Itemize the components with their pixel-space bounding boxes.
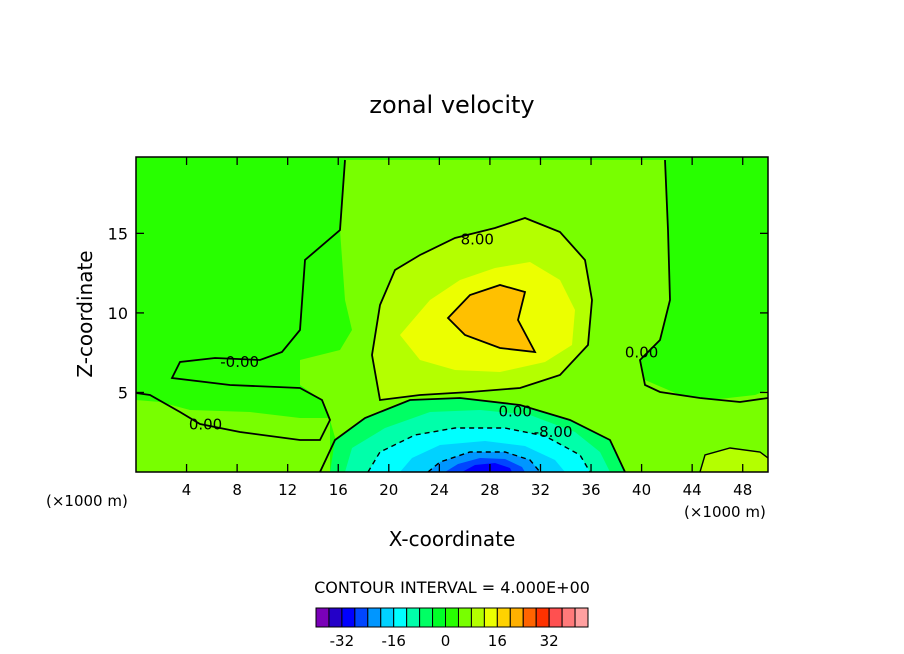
colorbar-box-2	[341, 607, 356, 628]
x-tick-label-1: 8	[232, 481, 242, 499]
contour-interval-text: CONTOUR INTERVAL = 4.000E+00	[314, 578, 590, 597]
chart-title: zonal velocity	[369, 91, 534, 119]
contour-label-4: 0.00	[498, 403, 531, 421]
colorbar-box-0	[315, 607, 330, 628]
contour-neg-16	[427, 451, 541, 472]
colorbar-box-18	[548, 607, 563, 628]
contour-zero-lower	[319, 397, 626, 472]
colorbar	[315, 607, 589, 628]
x-tick-label-5: 24	[430, 481, 449, 499]
colorbar-box-3	[354, 607, 369, 628]
x-tick-label-11: 48	[733, 481, 752, 499]
colorbar-box-12	[470, 607, 485, 628]
contour-label-0: 8.00	[461, 231, 494, 249]
y-tick-label-2: 15	[108, 224, 128, 243]
x-tick-label-7: 32	[531, 481, 550, 499]
contour-label-1: -0.00	[220, 353, 259, 371]
contour-label-2: 0.00	[189, 415, 222, 433]
colorbar-tick-label-0: -32	[330, 632, 355, 650]
colorbar-box-9	[432, 607, 447, 628]
contour-8	[371, 217, 593, 401]
colorbar-tick-label-3: 16	[488, 632, 507, 650]
contour-label-5: -8.00	[534, 423, 573, 441]
region-right-bottom	[700, 448, 768, 472]
x-tick-label-9: 40	[632, 481, 651, 499]
region-lowerleft-4-to-8	[136, 400, 330, 472]
colorbar-tick-label-4: 32	[540, 632, 559, 650]
colorbar-box-16	[522, 607, 537, 628]
x-tick-label-8: 36	[581, 481, 600, 499]
contour-16	[446, 284, 537, 354]
x-axis-ticks: 4 8 12 16 20 24 28 32 36 40 44 48	[182, 157, 752, 499]
y-axis-label: Z-coordinate	[73, 250, 97, 377]
colorbar-tick-label-1: -16	[381, 632, 406, 650]
x-unit-left: (×1000 m)	[46, 492, 128, 510]
contour-neg-8	[367, 427, 591, 472]
y-tick-label-0: 5	[118, 383, 128, 402]
y-tick-label-1: 10	[108, 304, 128, 323]
x-tick-label-3: 16	[329, 481, 348, 499]
contour-zero-right	[639, 159, 768, 403]
colorbar-box-19	[561, 607, 576, 628]
plot-frame	[135, 156, 769, 473]
colorbar-box-5	[380, 607, 395, 628]
colorbar-box-15	[509, 607, 524, 628]
x-tick-label-10: 44	[683, 481, 702, 499]
x-tick-label-4: 20	[379, 481, 398, 499]
colorbar-box-17	[535, 607, 550, 628]
x-axis-label: X-coordinate	[389, 527, 516, 551]
x-tick-label-6: 28	[480, 481, 499, 499]
y-axis-ticks: 5 10 15	[108, 224, 768, 402]
colorbar-box-8	[419, 607, 434, 628]
contour-zero-left	[136, 159, 346, 441]
colorbar-box-7	[406, 607, 421, 628]
contour-labels: 8.00-0.000.000.000.00-8.00	[189, 231, 658, 441]
region-neg-6	[462, 463, 512, 472]
colorbar-box-13	[483, 607, 498, 628]
x-unit-right: (×1000 m)	[684, 503, 766, 521]
colorbar-box-14	[496, 607, 511, 628]
colorbar-box-1	[328, 607, 343, 628]
colorbar-box-6	[393, 607, 408, 628]
colorbar-box-4	[367, 607, 382, 628]
colorbar-labels: -32 -16 0 16 32	[330, 632, 559, 650]
x-tick-label-0: 4	[182, 481, 192, 499]
region-16-to-20	[448, 285, 535, 352]
colorbar-box-11	[457, 607, 472, 628]
contour-right-bottom	[699, 447, 768, 472]
colorbar-box-10	[445, 607, 459, 628]
colorbar-tick-label-2: 0	[441, 632, 451, 650]
plot-area: 8.00-0.000.000.000.00-8.00 4 8 12 16 20 24 28 3…	[108, 156, 769, 499]
contour-label-3: 0.00	[625, 344, 658, 362]
colorbar-box-20	[574, 607, 589, 628]
x-tick-label-2: 12	[278, 481, 297, 499]
